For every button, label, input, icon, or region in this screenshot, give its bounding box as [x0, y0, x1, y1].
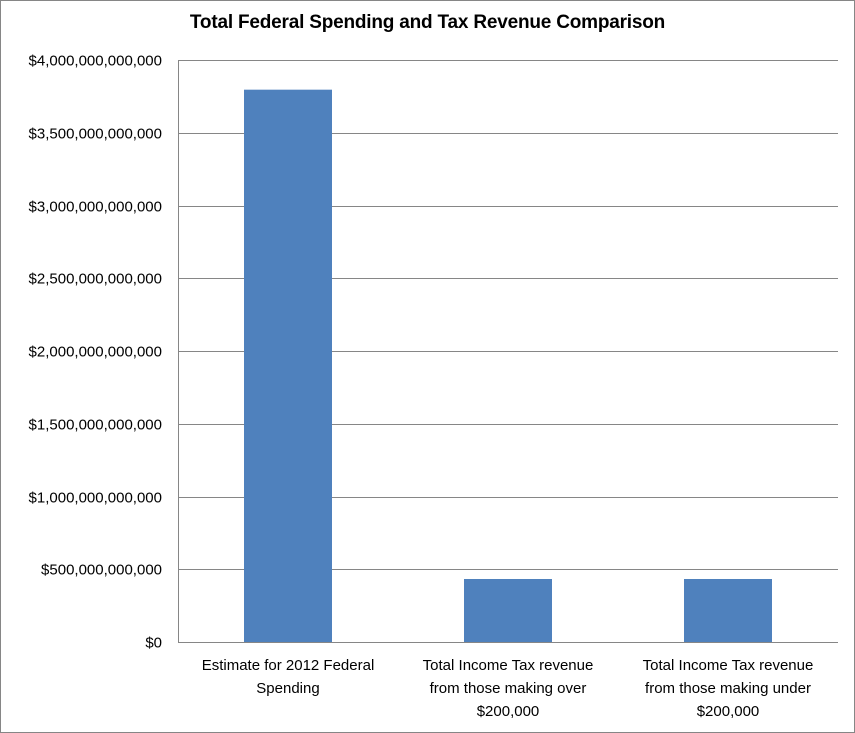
- y-tick-label: $500,000,000,000: [41, 562, 162, 579]
- y-tick-label: $2,000,000,000,000: [29, 344, 162, 361]
- x-category-label: Estimate for 2012 Federal Spending: [183, 654, 393, 700]
- x-category-label-line: from those making under: [645, 680, 811, 697]
- x-category-label-line: Spending: [256, 680, 320, 697]
- x-category-label-line: $200,000: [696, 703, 760, 720]
- x-category-label-line: from those making over: [429, 680, 587, 697]
- x-category-label-line: Estimate for 2012 Federal: [201, 657, 375, 674]
- y-tick-label: $0: [145, 635, 162, 652]
- y-tick-label: $1,500,000,000,000: [29, 417, 162, 434]
- bar: [464, 578, 552, 642]
- y-tick-label: $3,500,000,000,000: [29, 126, 162, 143]
- x-category-label-line: Total Income Tax revenue: [422, 657, 594, 674]
- y-tick-label: $1,000,000,000,000: [29, 490, 162, 507]
- chart-title: Total Federal Spending and Tax Revenue C…: [189, 12, 666, 33]
- x-category-label: Total Income Tax revenue from those makin…: [403, 654, 613, 723]
- x-category-label: Total Income Tax revenue from those makin…: [623, 654, 833, 723]
- y-tick-label: $2,500,000,000,000: [29, 271, 162, 288]
- x-category-label-line: $200,000: [476, 703, 540, 720]
- y-tick-label: $4,000,000,000,000: [29, 53, 162, 70]
- bar: [244, 89, 332, 642]
- bar: [684, 578, 772, 642]
- y-tick-label: $3,000,000,000,000: [29, 199, 162, 216]
- x-category-label-line: Total Income Tax revenue: [642, 657, 814, 674]
